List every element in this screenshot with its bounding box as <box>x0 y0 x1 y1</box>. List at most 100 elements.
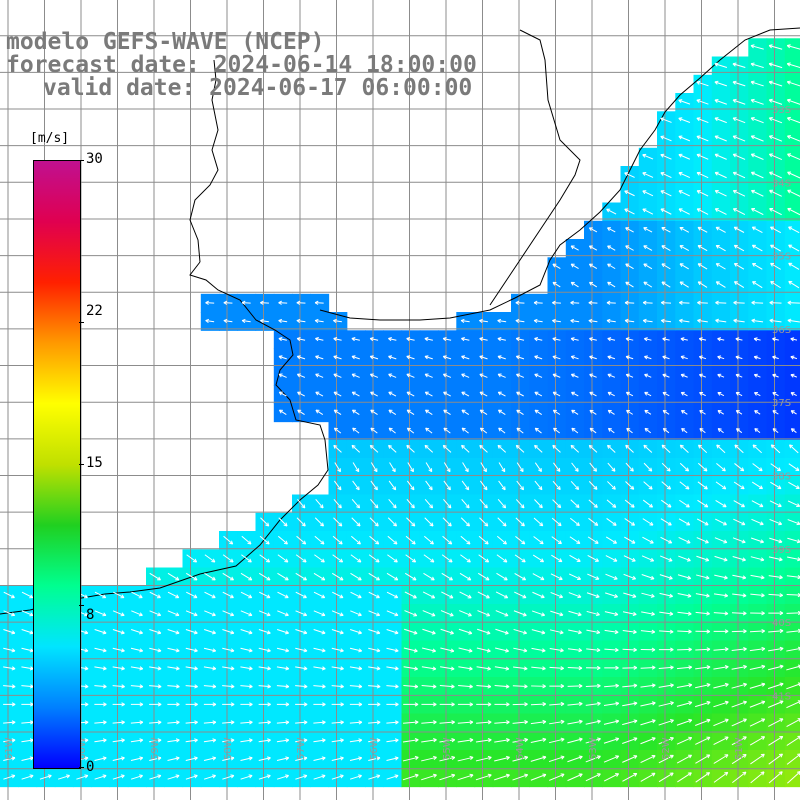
wind-arrow <box>567 737 583 744</box>
wind-arrow <box>513 610 527 617</box>
wind-arrow <box>458 684 473 689</box>
wind-arrow <box>552 337 561 342</box>
wind-arrow <box>149 610 162 617</box>
wind-arrow <box>333 409 342 416</box>
lon-label: 61W <box>4 737 15 760</box>
wind-arrow <box>588 227 598 233</box>
wind-arrow <box>407 462 414 473</box>
wind-arrow <box>295 591 307 599</box>
wind-arrow <box>369 337 379 342</box>
wind-speed-cell <box>784 184 800 204</box>
wind-arrow <box>130 647 144 653</box>
colorbar-tickmark <box>79 605 84 606</box>
wind-arrow <box>295 774 308 780</box>
wind-arrow <box>186 554 198 563</box>
wind-arrow <box>441 591 454 599</box>
wind-arrow <box>460 318 470 324</box>
wind-arrow <box>442 337 452 342</box>
wind-arrow <box>534 373 543 378</box>
wind-arrow <box>313 629 326 635</box>
lat-label: 34S <box>772 178 791 189</box>
wind-arrow <box>515 300 525 305</box>
wind-arrow <box>167 702 180 707</box>
wind-speed-cell <box>784 512 800 532</box>
wind-arrow <box>457 720 474 725</box>
wind-arrow <box>625 337 634 342</box>
wind-arrow <box>351 355 360 360</box>
wind-arrow <box>223 535 234 545</box>
wind-arrow <box>258 629 271 635</box>
wind-arrow <box>550 610 564 617</box>
wind-arrow <box>278 391 287 397</box>
wind-arrow <box>258 647 271 653</box>
wind-arrow <box>534 480 543 491</box>
wind-arrow <box>351 444 361 453</box>
wind-arrow <box>349 738 363 743</box>
wind-arrow <box>604 683 619 688</box>
wind-speed-cell <box>784 731 800 751</box>
wind-arrow <box>442 373 452 378</box>
wind-arrow <box>624 499 635 508</box>
wind-arrow <box>295 720 308 725</box>
wind-arrow <box>589 337 597 342</box>
wind-arrow <box>112 756 125 761</box>
wind-arrow <box>567 755 583 763</box>
wind-arrow <box>370 427 378 434</box>
wind-arrow <box>333 427 342 434</box>
wind-arrow <box>533 300 543 305</box>
wind-arrow <box>313 647 326 653</box>
wind-arrow <box>3 629 16 635</box>
wind-arrow <box>167 684 180 689</box>
wind-arrow <box>607 462 616 472</box>
colorbar-tick-30: 30 <box>86 151 103 167</box>
wind-arrow <box>297 409 305 416</box>
title-valid-date: valid date: 2024-06-17 06:00:00 <box>43 75 473 101</box>
wind-arrow <box>643 245 653 251</box>
wind-arrow <box>644 355 652 360</box>
wind-arrow <box>441 554 453 563</box>
wind-arrow <box>422 591 436 599</box>
lon-label: 51W <box>734 737 745 760</box>
wind-arrow <box>442 535 453 545</box>
wind-arrow <box>607 355 616 360</box>
lat-label: 40S <box>772 618 791 629</box>
wind-arrow <box>222 666 235 671</box>
wind-arrow <box>203 756 217 761</box>
wind-speed-cell <box>784 93 800 112</box>
wind-arrow <box>167 666 180 671</box>
wind-arrow <box>333 355 342 360</box>
wind-arrow <box>406 517 416 527</box>
wind-arrow <box>203 738 217 743</box>
lon-label: 56W <box>369 737 380 760</box>
colorbar-tick-15: 15 <box>86 455 103 471</box>
wind-arrow <box>552 444 561 453</box>
wind-arrow <box>589 281 598 288</box>
wind-arrow <box>570 318 580 324</box>
wind-arrow <box>516 427 524 434</box>
wind-arrow <box>331 720 344 725</box>
wind-arrow <box>388 427 396 434</box>
wind-speed-cell <box>784 549 800 569</box>
wind-arrow <box>186 591 198 599</box>
wind-arrow <box>497 318 507 324</box>
wind-arrow <box>570 263 579 270</box>
wind-arrow <box>587 573 600 580</box>
wind-arrow <box>588 318 598 324</box>
wind-arrow <box>532 591 545 599</box>
wind-arrow <box>515 355 525 360</box>
wind-arrow <box>240 647 253 653</box>
wind-arrow <box>130 702 144 707</box>
wind-arrow <box>295 647 308 653</box>
wind-arrow <box>589 427 597 434</box>
wind-arrow <box>588 517 599 526</box>
wind-arrow <box>551 554 563 563</box>
title-model: modelo GEFS-WAVE (NCEP) <box>6 29 325 55</box>
wind-arrow <box>315 373 324 378</box>
wind-arrow <box>534 499 543 509</box>
wind-arrow <box>352 427 360 434</box>
wind-arrow <box>222 610 235 617</box>
wind-arrow <box>368 647 381 653</box>
wind-arrow <box>516 480 525 491</box>
wind-arrow <box>21 629 34 635</box>
colorbar-unit: [m/s] <box>30 131 70 146</box>
